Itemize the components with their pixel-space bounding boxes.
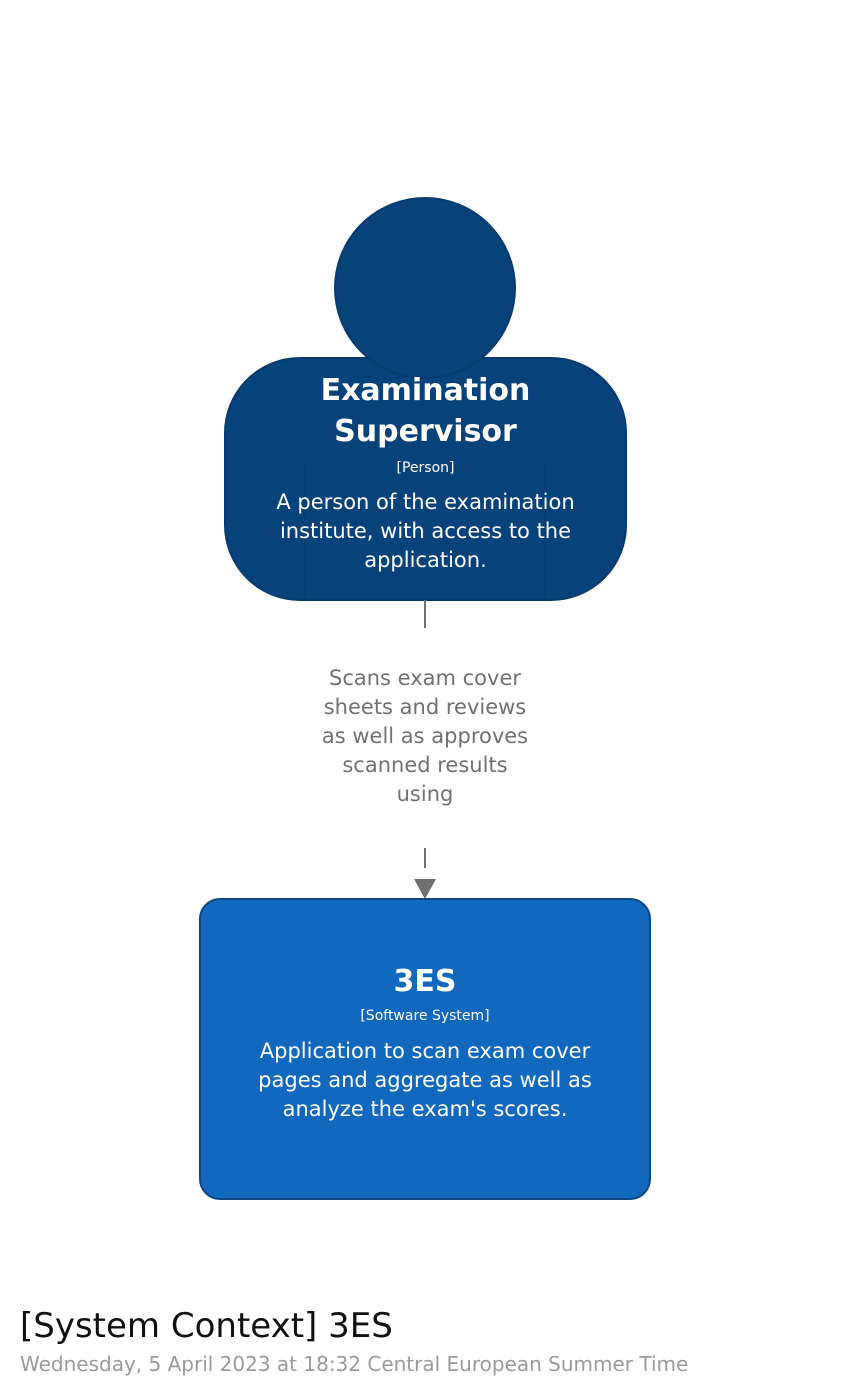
person-name: Examination Supervisor	[320, 373, 531, 449]
person-type: [Person]	[396, 460, 455, 476]
person-description: A person of the examination institute, w…	[276, 490, 575, 572]
software-system-type: [Software System]	[360, 1008, 490, 1024]
relationship-arrowhead	[414, 879, 436, 899]
diagram-title: [System Context] 3ES	[20, 1306, 393, 1346]
diagram-date: Wednesday, 5 April 2023 at 18:32 Central…	[20, 1352, 689, 1376]
relationship-label: Scans exam cover sheets and reviews as w…	[321, 666, 529, 806]
software-system-description: Application to scan exam cover pages and…	[258, 1039, 592, 1121]
software-system-name: 3ES	[393, 964, 457, 999]
software-system-box[interactable]	[199, 898, 651, 1200]
person-head-shape[interactable]	[334, 197, 516, 379]
